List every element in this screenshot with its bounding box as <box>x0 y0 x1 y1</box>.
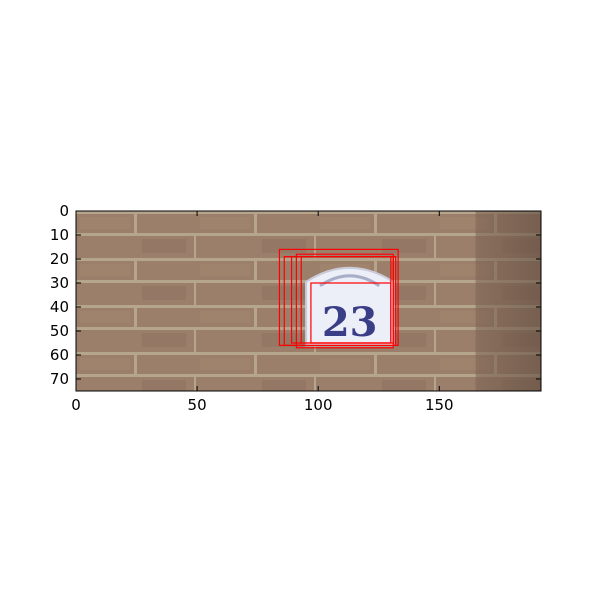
y-tick-label: 30 <box>50 274 69 292</box>
y-axis-ticks: 0 10 20 30 40 50 60 70 <box>50 202 541 388</box>
bounding-box-4 <box>295 253 394 349</box>
y-tick-label: 50 <box>50 322 69 340</box>
x-tick-label: 100 <box>304 396 333 414</box>
y-tick-label: 20 <box>50 250 69 268</box>
y-tick-label: 10 <box>50 226 69 244</box>
y-tick-label: 70 <box>50 370 69 388</box>
y-tick-label: 60 <box>50 346 69 364</box>
y-tick-label: 40 <box>50 298 69 316</box>
x-tick-label: 50 <box>188 396 207 414</box>
bounding-boxes <box>278 248 399 349</box>
y-tick-label: 0 <box>59 202 69 220</box>
bounding-box-6 <box>310 282 392 344</box>
x-tick-label: 0 <box>71 396 81 414</box>
x-axis-ticks: 0 50 100 150 <box>71 211 454 414</box>
plaque-number: 23 <box>322 299 378 346</box>
photo-image: 23 <box>76 211 541 391</box>
x-tick-label: 150 <box>425 396 454 414</box>
axes-frame <box>75 210 542 392</box>
